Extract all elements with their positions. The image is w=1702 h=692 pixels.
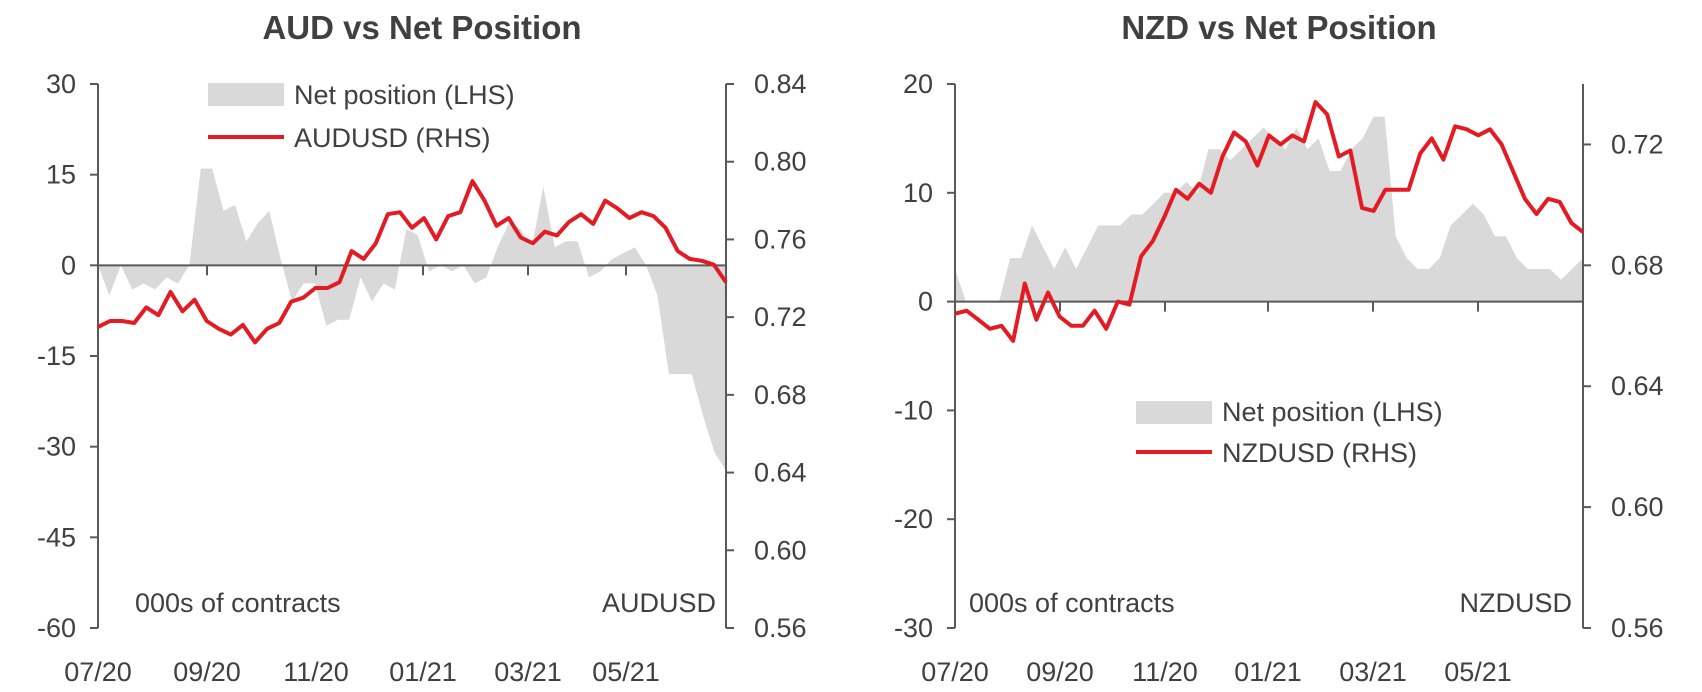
- right-tick-label: 0.72: [1611, 129, 1664, 159]
- nzd-nzdusd-line-layer: [954, 100, 1585, 343]
- nzd-legend: Net position (LHS) NZDUSD (RHS): [1136, 397, 1443, 468]
- x-tick-label: 05/21: [592, 657, 660, 687]
- nzd-left-unit-label: 000s of contracts: [969, 588, 1175, 618]
- left-tick-label: -15: [37, 341, 76, 371]
- x-tick-label: 11/20: [1132, 657, 1198, 687]
- right-tick-label: 0.56: [754, 613, 807, 643]
- legend-line-label: NZDUSD (RHS): [1222, 438, 1417, 468]
- right-tick-label: 0.64: [1611, 371, 1664, 401]
- right-tick-label: 0.68: [1611, 250, 1664, 280]
- aud-chart-title: AUD vs Net Position: [262, 9, 581, 46]
- left-tick-label: 20: [903, 69, 933, 99]
- aud-left-axis-ticks: 30 15 0 -15 -30 -45 -60: [37, 69, 98, 643]
- right-tick-label: 0.76: [754, 224, 807, 254]
- x-tick-label: 09/20: [173, 657, 241, 687]
- aud-legend: Net position (LHS) AUDUSD (RHS): [208, 80, 515, 153]
- aud-x-axis-ticks: 07/20 09/20 11/20 01/21 03/21 05/21: [64, 657, 660, 687]
- right-tick-label: 0.80: [754, 147, 807, 177]
- net-position-area: [98, 168, 726, 471]
- nzd-net-position-area-layer: [955, 116, 1583, 302]
- aud-axes: [97, 84, 727, 628]
- legend-area-swatch: [208, 83, 284, 106]
- x-tick-label: 01/21: [1234, 657, 1302, 687]
- right-tick-label: 0.68: [754, 380, 807, 410]
- right-tick-label: 0.84: [754, 69, 807, 99]
- aud-audusd-line-layer: [97, 179, 728, 345]
- legend-area-swatch: [1136, 401, 1212, 424]
- legend-area-label: Net position (LHS): [1222, 397, 1443, 427]
- right-tick-label: 0.64: [754, 458, 807, 488]
- left-tick-label: -30: [37, 432, 76, 462]
- x-tick-label: 01/21: [389, 657, 457, 687]
- aud-right-unit-label: AUDUSD: [602, 588, 716, 618]
- left-tick-label: -10: [894, 395, 933, 425]
- nzd-x-axis-ticks: 07/20 09/20 11/20 01/21 03/21 05/21: [921, 657, 1512, 687]
- legend-line-label: AUDUSD (RHS): [294, 123, 491, 153]
- x-tick-label: 09/20: [1026, 657, 1094, 687]
- nzd-left-axis-ticks: 20 10 0 -10 -20 -30: [894, 69, 955, 643]
- nzd-right-axis-ticks: 0.72 0.68 0.64 0.60 0.56: [1583, 129, 1664, 643]
- x-tick-label: 03/21: [494, 657, 562, 687]
- net-position-area: [955, 116, 1583, 302]
- aud-net-position-area-layer: [98, 168, 726, 471]
- left-tick-label: -20: [894, 504, 933, 534]
- left-tick-label: -60: [37, 613, 76, 643]
- aud-chart-panel: AUD vs Net Position 30 15 0 -15 -30 -45 -60 0.…: [37, 9, 807, 687]
- x-tick-label: 05/21: [1444, 657, 1512, 687]
- fx-rate-line: [97, 179, 728, 345]
- nzd-right-unit-label: NZDUSD: [1460, 588, 1573, 618]
- left-tick-label: -30: [894, 613, 933, 643]
- right-tick-label: 0.60: [754, 535, 807, 565]
- fx-rate-line: [954, 100, 1585, 343]
- left-tick-label: 0: [918, 287, 933, 317]
- legend-area-label: Net position (LHS): [294, 80, 515, 110]
- right-tick-label: 0.60: [1611, 492, 1664, 522]
- right-tick-label: 0.72: [754, 302, 807, 332]
- x-tick-label: 03/21: [1339, 657, 1407, 687]
- aud-right-axis-ticks: 0.84 0.80 0.76 0.72 0.68 0.64 0.60 0.56: [726, 69, 807, 643]
- nzd-chart-title: NZD vs Net Position: [1121, 9, 1436, 46]
- aud-left-unit-label: 000s of contracts: [135, 588, 341, 618]
- x-tick-label: 11/20: [283, 657, 349, 687]
- left-tick-label: 15: [46, 160, 76, 190]
- left-tick-label: 0: [61, 250, 76, 280]
- x-tick-label: 07/20: [921, 657, 989, 687]
- left-tick-label: -45: [37, 522, 76, 552]
- left-tick-label: 10: [903, 178, 933, 208]
- right-tick-label: 0.56: [1611, 613, 1664, 643]
- left-tick-label: 30: [46, 69, 76, 99]
- x-tick-label: 07/20: [64, 657, 132, 687]
- nzd-axes: [954, 84, 1584, 628]
